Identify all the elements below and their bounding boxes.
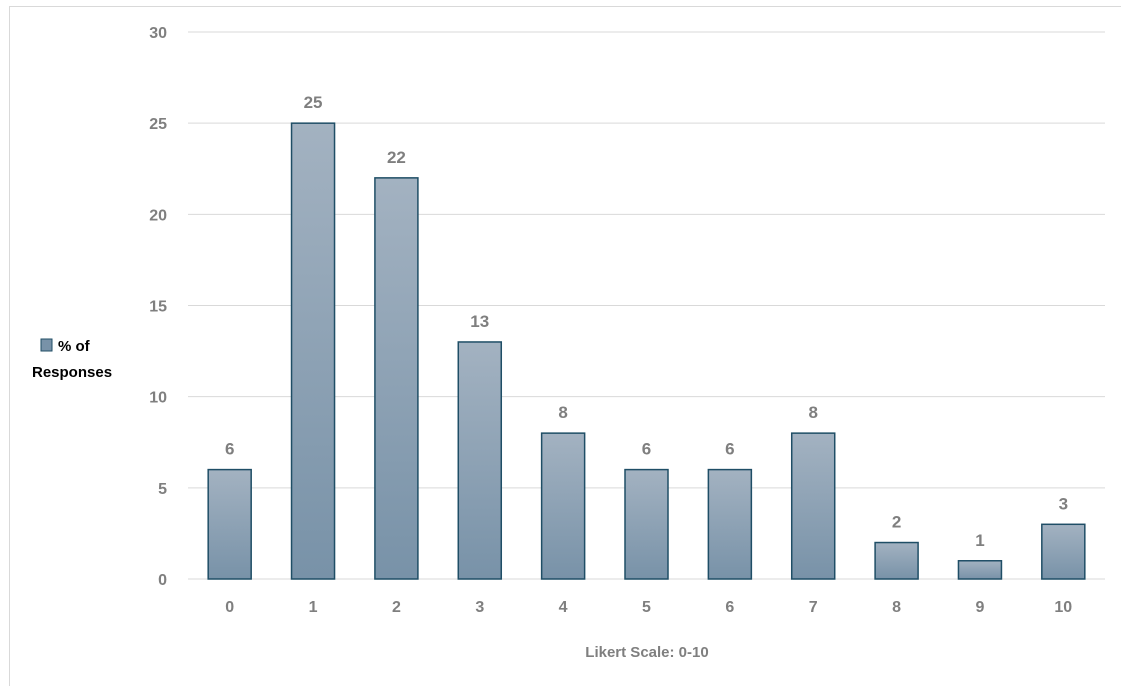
x-tick-label-7: 7: [809, 599, 818, 616]
y-axis-ticks: 0 5 10 15 20 25 30: [149, 25, 167, 589]
legend: % of Responses: [32, 338, 112, 381]
bar-3: [457, 341, 503, 580]
bar-0: [207, 468, 252, 580]
bar-6: [707, 468, 753, 580]
bar-8: [874, 541, 919, 580]
legend-label-line-1: % of: [58, 338, 91, 355]
bar-10: [1041, 523, 1086, 580]
x-tick-label-10: 10: [1054, 599, 1072, 616]
bar-9: [957, 560, 1003, 580]
data-label-1: 25: [304, 93, 323, 112]
y-tick-label-0: 0: [158, 572, 167, 589]
data-label-3: 13: [470, 312, 489, 331]
data-label-10: 3: [1059, 494, 1068, 513]
x-axis-title: Likert Scale: 0-10: [585, 644, 708, 661]
x-tick-label-0: 0: [225, 599, 234, 616]
bar-2: [374, 177, 419, 580]
bar-1: [290, 122, 336, 580]
y-tick-label-20: 20: [149, 207, 167, 224]
data-label-9: 1: [975, 531, 984, 550]
x-tick-label-9: 9: [976, 599, 985, 616]
y-tick-label-30: 30: [149, 25, 167, 42]
x-tick-label-6: 6: [725, 599, 734, 616]
y-tick-label-5: 5: [158, 481, 167, 498]
data-label-2: 22: [387, 148, 406, 167]
data-label-6: 6: [725, 440, 734, 459]
x-tick-label-3: 3: [475, 599, 484, 616]
y-tick-label-25: 25: [149, 116, 167, 133]
bar-5: [624, 468, 669, 580]
data-label-0: 6: [225, 440, 234, 459]
x-tick-label-1: 1: [309, 599, 318, 616]
legend-swatch: [40, 338, 53, 352]
bars: [207, 122, 1086, 580]
y-tick-label-10: 10: [149, 390, 167, 407]
bar-4: [540, 432, 586, 580]
x-axis-ticks: 0 1 2 3 4 5 6 7 8 9 10: [225, 599, 1072, 616]
chart-frame: [9, 6, 1121, 686]
data-label-5: 6: [642, 440, 651, 459]
legend-label-line-2: Responses: [32, 364, 112, 381]
data-label-8: 2: [892, 513, 901, 532]
bar-7: [790, 432, 836, 580]
x-tick-label-5: 5: [642, 599, 651, 616]
x-tick-label-4: 4: [559, 599, 568, 616]
x-tick-label-2: 2: [392, 599, 401, 616]
y-tick-label-15: 15: [149, 299, 167, 316]
x-tick-label-8: 8: [892, 599, 901, 616]
data-label-4: 8: [558, 403, 567, 422]
data-label-7: 8: [808, 403, 817, 422]
